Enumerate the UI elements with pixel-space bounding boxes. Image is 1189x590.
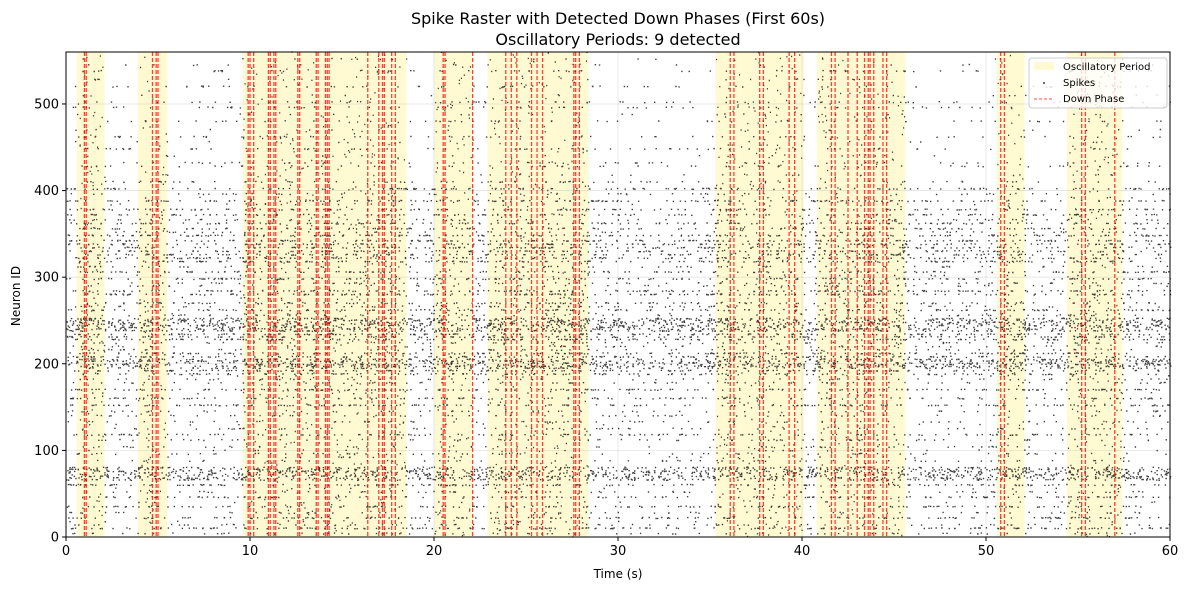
- legend: Oscillatory Period Spikes Down Phase: [1028, 57, 1168, 109]
- y-axis-ticks: 0 100 200 300 400 500: [34, 97, 66, 546]
- legend-oscillatory-label: Oscillatory Period: [1063, 62, 1150, 73]
- plot-area: [65, 51, 1172, 538]
- x-tick-label-4: 40: [794, 544, 811, 559]
- x-tick-label-1: 10: [242, 544, 259, 559]
- oscillatory-period-1: [77, 52, 105, 537]
- y-axis-label: Neuron ID: [9, 266, 23, 326]
- y-tick-label-0: 0: [51, 531, 59, 546]
- legend-spikes-label: Spikes: [1063, 78, 1095, 89]
- legend-spike-marker: [1043, 82, 1045, 84]
- x-axis-label: Time (s): [593, 567, 643, 581]
- legend-box: [1028, 57, 1168, 109]
- oscillatory-period-7: [816, 52, 906, 537]
- y-tick-label-4: 400: [34, 184, 59, 199]
- y-tick-label-1: 100: [34, 444, 59, 459]
- x-tick-label-6: 60: [1162, 544, 1179, 559]
- legend-oscillatory-swatch: [1034, 62, 1054, 70]
- y-tick-label-5: 500: [34, 97, 59, 112]
- x-tick-label-3: 30: [610, 544, 627, 559]
- legend-down-phase-label: Down Phase: [1063, 94, 1124, 105]
- oscillatory-period-4: [434, 52, 473, 537]
- y-tick-label-2: 200: [34, 357, 59, 372]
- x-tick-label-5: 50: [978, 544, 995, 559]
- oscillatory-period-8: [997, 52, 1025, 537]
- down-phase-lines: [83, 52, 1116, 537]
- x-axis-ticks: 0 10 20 30 40 50 60: [62, 537, 1178, 559]
- chart-subtitle: Oscillatory Periods: 9 detected: [495, 30, 740, 49]
- x-tick-label-2: 20: [426, 544, 443, 559]
- x-tick-label-0: 0: [62, 544, 70, 559]
- chart-title: Spike Raster with Detected Down Phases (…: [411, 9, 825, 28]
- y-tick-label-3: 300: [34, 271, 59, 286]
